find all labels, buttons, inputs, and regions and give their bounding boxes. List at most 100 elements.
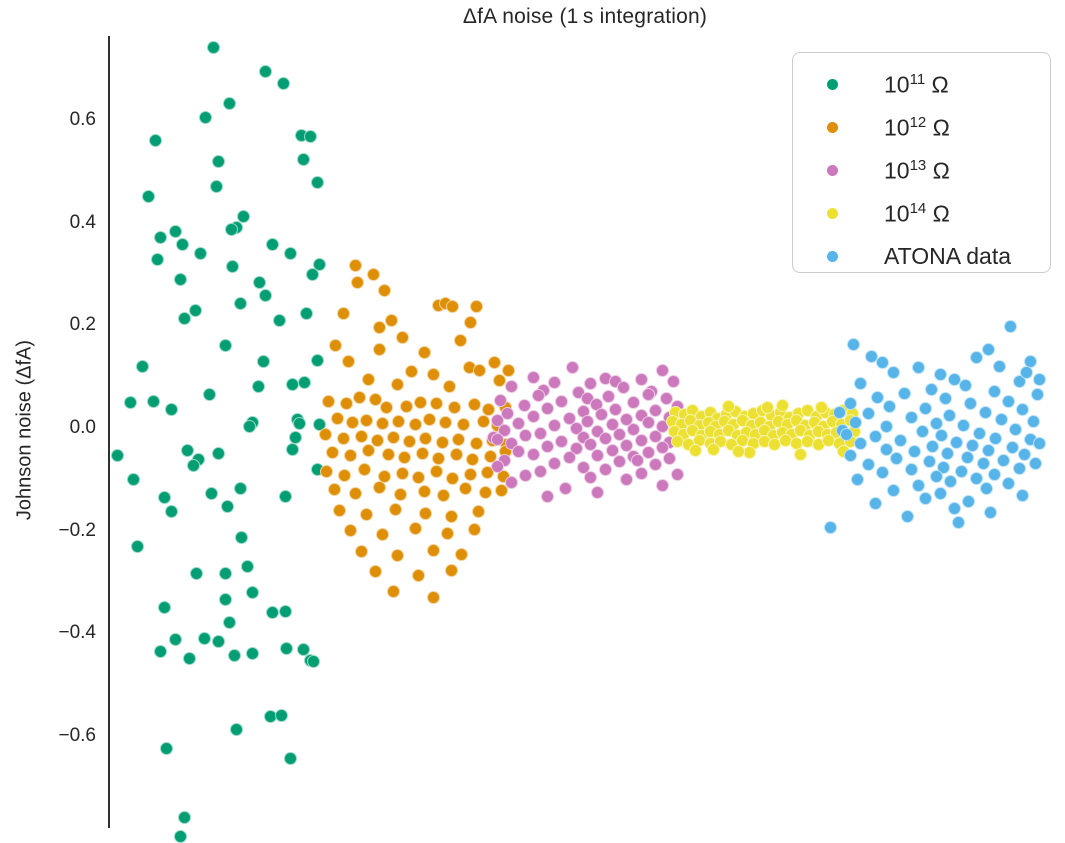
- scatter-point: [322, 394, 336, 408]
- scatter-point: [540, 490, 554, 504]
- scatter-point: [721, 399, 735, 413]
- scatter-point: [165, 402, 179, 416]
- scatter-point: [190, 566, 204, 580]
- scatter-point: [211, 154, 225, 168]
- scatter-point: [345, 416, 359, 430]
- scatter-point: [305, 267, 319, 281]
- scatter-point: [310, 353, 324, 367]
- scatter-point: [630, 454, 644, 468]
- scatter-point: [278, 490, 292, 504]
- scatter-point: [949, 435, 963, 449]
- scatter-point: [526, 410, 540, 424]
- scatter-point: [627, 422, 641, 436]
- scatter-point: [548, 376, 562, 390]
- scatter-point: [343, 449, 357, 463]
- scatter-point: [251, 380, 265, 394]
- y-tick-label: −0.2: [58, 519, 96, 541]
- scatter-point: [598, 462, 612, 476]
- scatter-point: [951, 516, 965, 530]
- scatter-point: [1001, 394, 1015, 408]
- scatter-point: [211, 634, 225, 648]
- scatter-point: [994, 413, 1008, 427]
- scatter-point: [933, 367, 947, 381]
- legend-box: 1011 Ω 1012 Ω 1013 Ω 1014 Ω ATONA data: [792, 52, 1051, 273]
- scatter-point: [412, 569, 426, 583]
- scatter-point: [331, 412, 345, 426]
- scatter-point: [533, 464, 547, 478]
- y-tick-label: −0.6: [58, 724, 96, 746]
- scatter-point: [219, 593, 233, 607]
- scatter-point: [431, 452, 445, 466]
- scatter-point: [168, 225, 182, 239]
- scatter-point: [296, 152, 310, 166]
- y-axis-spine: [108, 36, 110, 828]
- scatter-point: [419, 506, 433, 520]
- scatter-point: [165, 504, 179, 518]
- scatter-point: [987, 467, 1001, 481]
- scatter-point: [562, 451, 576, 465]
- scatter-point: [558, 482, 572, 496]
- scatter-point: [368, 393, 382, 407]
- scatter-point: [870, 390, 884, 404]
- scatter-point: [848, 416, 862, 430]
- scatter-point: [285, 378, 299, 392]
- scatter-point: [893, 433, 907, 447]
- scatter-point: [670, 467, 684, 481]
- scatter-point: [332, 503, 346, 517]
- scatter-point: [235, 531, 249, 545]
- scatter-point: [123, 395, 137, 409]
- scatter-point: [442, 380, 456, 394]
- scatter-point: [555, 434, 569, 448]
- scatter-point: [937, 460, 951, 474]
- scatter-point: [246, 585, 260, 599]
- scatter-point: [955, 464, 969, 478]
- scatter-point: [641, 446, 655, 460]
- scatter-point: [982, 444, 996, 458]
- scatter-point: [815, 400, 829, 414]
- scatter-point: [136, 359, 150, 373]
- scatter-point: [775, 398, 789, 412]
- scatter-point: [620, 472, 634, 486]
- scatter-point: [186, 459, 200, 473]
- scatter-point: [327, 483, 341, 497]
- scatter-point: [519, 428, 533, 442]
- scatter-point: [478, 486, 492, 500]
- scatter-point: [656, 478, 670, 492]
- scatter-point: [426, 590, 440, 604]
- scatter-point: [904, 411, 918, 425]
- scatter-point: [253, 275, 267, 289]
- scatter-point: [193, 246, 207, 260]
- scatter-point: [861, 407, 875, 421]
- scatter-point: [220, 499, 234, 513]
- scatter-point: [512, 417, 526, 431]
- scatter-point: [854, 436, 868, 450]
- scatter-point: [467, 397, 481, 411]
- scatter-point: [494, 393, 508, 407]
- legend-entry: 1013 Ω: [793, 149, 1050, 192]
- legend-marker-icon: [827, 251, 838, 262]
- scatter-point: [519, 468, 533, 482]
- scatter-point: [154, 230, 168, 244]
- scatter-point: [980, 482, 994, 496]
- scatter-point: [743, 446, 757, 460]
- scatter-point: [490, 459, 504, 473]
- scatter-point: [307, 655, 321, 669]
- scatter-point: [148, 133, 162, 147]
- scatter-point: [233, 481, 247, 495]
- scatter-point: [901, 509, 915, 523]
- scatter-point: [890, 452, 904, 466]
- scatter-point: [404, 365, 418, 379]
- scatter-point: [283, 751, 297, 765]
- scatter-point: [258, 288, 272, 302]
- scatter-point: [388, 502, 402, 516]
- scatter-point: [911, 360, 925, 374]
- scatter-point: [226, 260, 240, 274]
- scatter-point: [648, 404, 662, 418]
- scatter-point: [942, 409, 956, 423]
- scatter-point: [861, 458, 875, 472]
- scatter-point: [338, 468, 352, 482]
- scatter-point: [663, 452, 677, 466]
- scatter-point: [1001, 476, 1015, 490]
- scatter-point: [453, 334, 467, 348]
